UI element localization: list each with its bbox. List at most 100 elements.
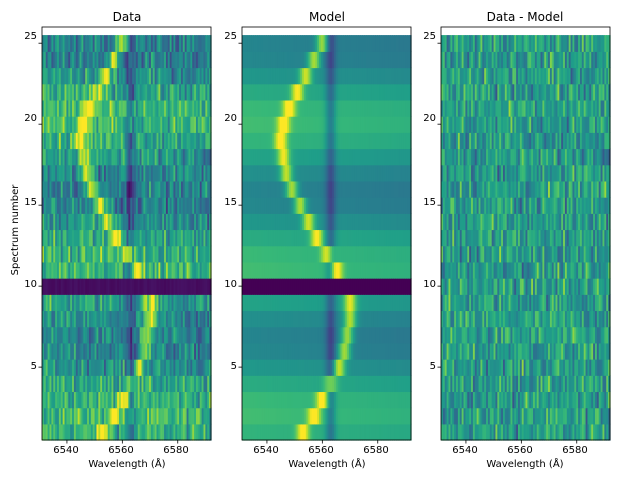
- heatmap-cell: [130, 99, 133, 117]
- heatmap-cell: [283, 326, 286, 344]
- heatmap-cell: [205, 132, 208, 150]
- heatmap-cell: [203, 148, 206, 166]
- heatmap-cell: [102, 116, 105, 133]
- heatmap-cell: [579, 359, 583, 376]
- heatmap-cell: [305, 51, 309, 69]
- heatmap-cell: [461, 391, 465, 409]
- heatmap-cell: [158, 278, 161, 295]
- heatmap-cell: [345, 132, 348, 150]
- heatmap-cell: [598, 391, 602, 409]
- heatmap-cell: [307, 116, 311, 133]
- heatmap-cell: [130, 67, 133, 85]
- heatmap-cell: [247, 213, 251, 231]
- heatmap-cell: [583, 359, 587, 376]
- heatmap-cell: [154, 51, 158, 69]
- heatmap-cell: [156, 51, 160, 69]
- heatmap-cell: [141, 294, 144, 312]
- heatmap-cell: [92, 261, 96, 279]
- heatmap-cell: [60, 51, 64, 69]
- heatmap-cell: [169, 342, 173, 360]
- heatmap-cell: [179, 294, 182, 312]
- heatmap-cell: [281, 35, 284, 52]
- heatmap-cell: [145, 391, 148, 409]
- heatmap-cell: [81, 51, 84, 69]
- heatmap-cell: [209, 245, 212, 263]
- heatmap-cell: [566, 423, 570, 441]
- heatmap-cell: [247, 132, 251, 150]
- heatmap-cell: [257, 278, 260, 295]
- heatmap-cell: [102, 148, 105, 166]
- heatmap-cell: [576, 359, 579, 376]
- heatmap-cell: [194, 116, 197, 133]
- heatmap-cell: [395, 180, 399, 198]
- heatmap-cell: [92, 35, 96, 52]
- heatmap-cell: [594, 423, 598, 441]
- heatmap-cell: [337, 132, 341, 150]
- heatmap-cell: [354, 278, 358, 295]
- heatmap-cell: [173, 407, 176, 425]
- heatmap-cell: [47, 342, 51, 360]
- heatmap-cell: [177, 83, 180, 101]
- heatmap-cell: [186, 148, 190, 166]
- heatmap-cell: [457, 375, 461, 393]
- heatmap-cell: [199, 83, 203, 101]
- heatmap-cell: [358, 164, 361, 182]
- heatmap-cell: [486, 359, 489, 376]
- heatmap-cell: [77, 261, 81, 279]
- heatmap-cell: [395, 116, 399, 133]
- heatmap-cell: [188, 132, 191, 150]
- heatmap-cell: [442, 359, 446, 376]
- heatmap-cell: [318, 197, 322, 214]
- heatmap-cell: [407, 132, 410, 150]
- heatmap-cell: [375, 51, 378, 69]
- heatmap-cell: [169, 116, 173, 133]
- heatmap-cell: [209, 261, 212, 279]
- heatmap-cell: [180, 423, 184, 441]
- heatmap-cell: [130, 116, 133, 133]
- heatmap-cell: [102, 164, 105, 182]
- heatmap-cell: [379, 359, 382, 376]
- heatmap-cell: [395, 326, 399, 344]
- heatmap-cell: [201, 229, 205, 247]
- heatmap-cell: [594, 359, 598, 376]
- heatmap-cell: [380, 261, 384, 279]
- heatmap-cell: [275, 180, 279, 198]
- heatmap-cell: [313, 326, 316, 344]
- heatmap-cell: [122, 132, 126, 150]
- heatmap-cell: [169, 35, 173, 52]
- heatmap-cell: [49, 261, 52, 279]
- heatmap-cell: [337, 310, 341, 328]
- heatmap-cell: [158, 245, 161, 263]
- heatmap-cell: [493, 375, 497, 393]
- heatmap-cell: [335, 213, 339, 231]
- heatmap-cell: [305, 342, 309, 360]
- heatmap-cell: [305, 261, 309, 279]
- heatmap-cell: [105, 164, 109, 182]
- heatmap-cell: [288, 391, 292, 409]
- heatmap-cell: [135, 278, 139, 295]
- heatmap-cell: [51, 375, 54, 393]
- heatmap-cell: [85, 278, 88, 295]
- heatmap-cell: [149, 213, 152, 231]
- heatmap-cell: [126, 407, 129, 425]
- heatmap-cell: [302, 180, 305, 198]
- heatmap-cell: [100, 213, 103, 231]
- heatmap-cell: [386, 116, 390, 133]
- heatmap-cell: [154, 148, 158, 166]
- heatmap-cell: [401, 261, 405, 279]
- heatmap-cell: [514, 359, 517, 376]
- heatmap-cell: [182, 99, 186, 117]
- heatmap-cell: [165, 359, 169, 376]
- heatmap-cell: [111, 51, 114, 69]
- heatmap-cell: [53, 294, 56, 312]
- heatmap-cell: [309, 83, 313, 101]
- heatmap-cell: [179, 148, 182, 166]
- heatmap-cell: [81, 116, 84, 133]
- heatmap-cell: [596, 375, 600, 393]
- heatmap-cell: [561, 359, 564, 376]
- heatmap-cell: [589, 391, 592, 409]
- heatmap-cell: [566, 391, 570, 409]
- heatmap-cell: [197, 278, 201, 295]
- heatmap-cell: [303, 213, 307, 231]
- heatmap-cell: [255, 229, 258, 247]
